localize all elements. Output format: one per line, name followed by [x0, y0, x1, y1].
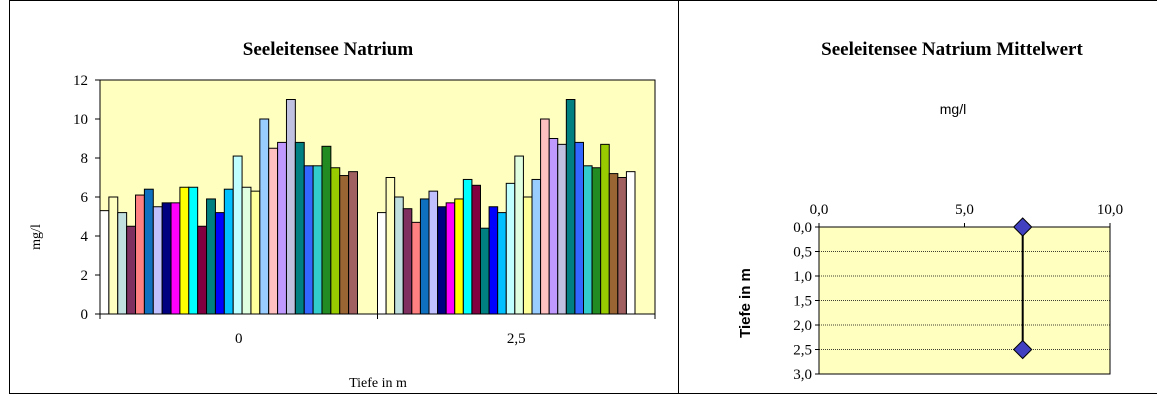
y-tick-label: 1,0 [793, 269, 812, 285]
bar [330, 167, 341, 315]
data-point-marker [1012, 217, 1033, 237]
bar [152, 206, 163, 315]
line-chart-ylabel: Tiefe in m [737, 268, 754, 338]
bar [312, 165, 323, 315]
bar [394, 196, 404, 315]
bar [188, 186, 199, 315]
bar [259, 118, 270, 315]
bar-chart-bars [99, 99, 636, 315]
x-tick-label: 10,0 [1097, 202, 1123, 218]
bar [108, 196, 119, 315]
y-tick-label: 0,5 [793, 245, 812, 261]
bar [117, 212, 128, 315]
line-chart-axes: 0,0 0,5 1,0 1,5 2,0 2,5 3,0 0,0 5,0 10,0 [793, 202, 1123, 383]
bar [574, 141, 585, 315]
bar [126, 225, 137, 315]
bar [402, 208, 413, 315]
line-chart-grid [819, 251, 1110, 350]
bar [522, 196, 533, 315]
y-tick-label: 0,0 [793, 220, 812, 236]
y-tick-label: 1,5 [793, 294, 812, 310]
bar [303, 165, 314, 315]
bar-chart-ylabel: mg/l [29, 224, 44, 250]
right-chart-panel: Seeleitensee Natrium Mittelwert mg/l 0,0… [678, 0, 1157, 394]
y-tick-label: 8 [81, 151, 89, 167]
bar [99, 210, 110, 315]
bar [540, 118, 550, 315]
bar [377, 212, 387, 315]
bar-chart-title: Seeleitensee Natrium [243, 39, 414, 60]
bar [321, 145, 332, 315]
bar [294, 141, 305, 315]
bar [548, 138, 559, 315]
bar-chart-axes: 0 2 4 6 8 10 12 0 2,5 [73, 73, 656, 347]
line-chart-title: Seeleitensee Natrium Mittelwert [821, 39, 1083, 60]
bar [179, 186, 190, 315]
bar [505, 182, 516, 315]
bar [385, 177, 396, 315]
bar [480, 227, 490, 315]
bar [206, 198, 216, 315]
bar [583, 165, 593, 315]
x-tick-label: 2,5 [507, 331, 526, 347]
bar [462, 178, 473, 315]
bar [445, 202, 456, 315]
bar [339, 175, 350, 315]
bar [600, 143, 610, 315]
x-tick-label: 5,0 [955, 202, 974, 218]
line-chart-series [1012, 217, 1033, 360]
y-tick-label: 2 [81, 268, 89, 284]
bar [488, 206, 499, 315]
y-tick-label: 10 [73, 112, 88, 128]
bar [428, 190, 439, 315]
line-chart-svg: Seeleitensee Natrium Mittelwert mg/l 0,0… [737, 39, 1123, 383]
bar [214, 212, 225, 315]
bar [557, 143, 567, 315]
bar [277, 141, 287, 315]
bar [250, 190, 261, 315]
bar [285, 99, 296, 315]
bar [268, 147, 279, 315]
line-chart-xlabel: mg/l [940, 101, 966, 117]
bar [419, 198, 430, 315]
data-point-marker [1012, 339, 1033, 360]
y-tick-label: 2,5 [793, 343, 812, 359]
bar [531, 178, 542, 315]
bar [497, 212, 507, 315]
bar [514, 155, 524, 315]
bar [135, 194, 145, 315]
bar [625, 171, 636, 315]
bar [223, 188, 234, 315]
bar [348, 171, 359, 315]
x-tick-label: 0,0 [810, 202, 829, 218]
bar [161, 202, 172, 315]
bar [591, 167, 602, 315]
bar [608, 173, 619, 315]
bar [617, 177, 627, 315]
y-tick-label: 2,0 [793, 318, 812, 334]
bar [197, 225, 208, 315]
bar [437, 206, 447, 315]
bar [232, 155, 243, 315]
bar [411, 221, 421, 315]
y-tick-label: 4 [81, 229, 89, 245]
bar [143, 188, 154, 315]
left-chart-panel: Seeleitensee Natrium 0 2 4 6 8 10 12 0 2,5 mg/l … [9, 0, 679, 394]
bar [454, 198, 464, 315]
x-tick-label: 0 [235, 331, 243, 347]
y-tick-label: 12 [73, 73, 88, 89]
bar [170, 202, 181, 315]
y-tick-label: 0 [81, 307, 89, 323]
bar [241, 186, 252, 315]
y-tick-label: 6 [81, 190, 89, 206]
bar [471, 184, 481, 315]
bar [565, 99, 576, 315]
y-tick-label: 3,0 [793, 367, 812, 383]
line-chart-plot-area [818, 226, 1111, 375]
bar-chart-xlabel: Tiefe in m [349, 376, 407, 391]
